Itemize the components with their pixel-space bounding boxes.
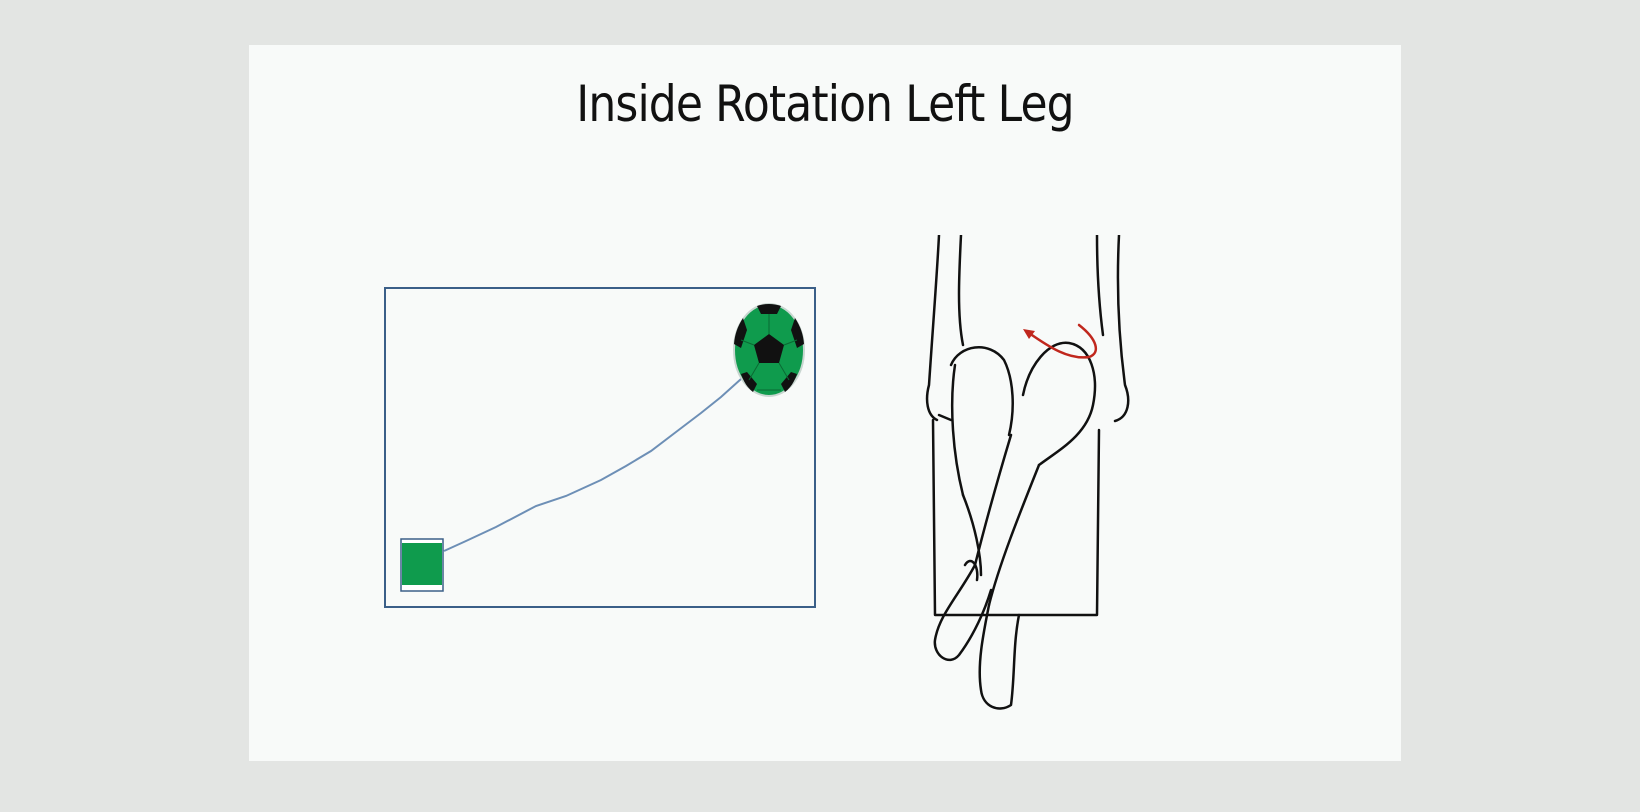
start-square — [400, 538, 444, 592]
slide-title: Inside Rotation Left Leg — [576, 75, 1074, 133]
chair-outline — [931, 418, 1101, 617]
rotation-arrow-icon — [1023, 323, 1098, 359]
trajectory-path — [443, 368, 752, 552]
left-arm-outline — [925, 235, 941, 422]
foot-back — [978, 603, 1021, 710]
game-panel — [384, 287, 816, 608]
seated-legs-illustration — [919, 235, 1159, 735]
legs-drawing — [925, 235, 1130, 710]
right-knee-outline — [1021, 341, 1097, 467]
game-canvas — [400, 303, 805, 592]
left-knee-outline — [949, 346, 1014, 437]
slide: Inside Rotation Left Leg — [249, 45, 1401, 761]
right-arm-outline — [1113, 235, 1130, 423]
soccer-ball-icon — [733, 303, 805, 397]
foot-front — [933, 563, 993, 662]
